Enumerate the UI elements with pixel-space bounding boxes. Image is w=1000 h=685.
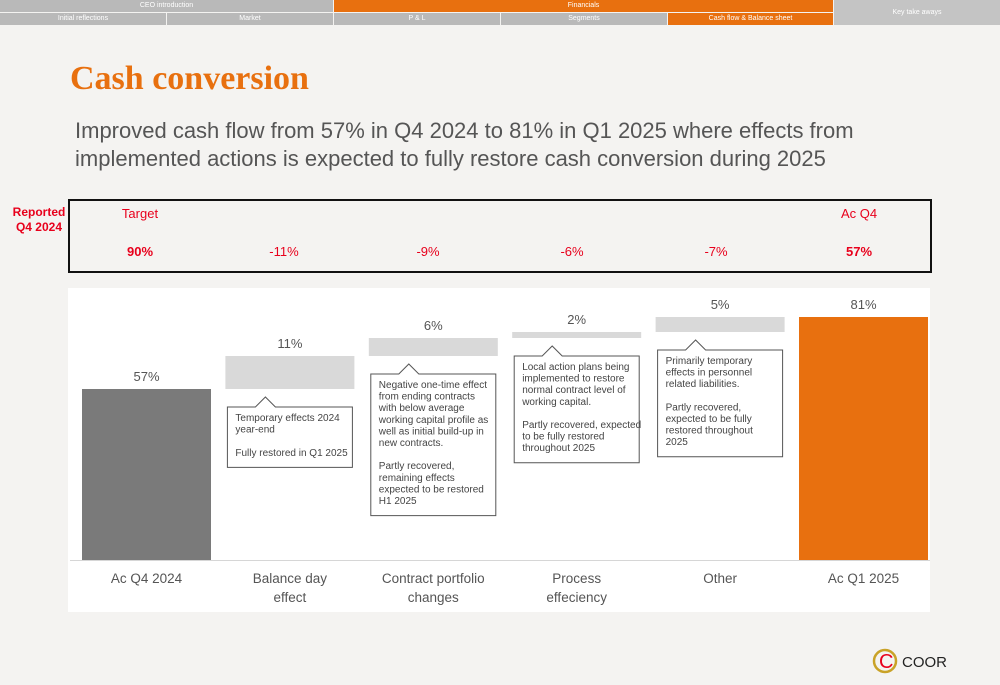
- annotation-text-3: Local action plans being implemented to r…: [521, 362, 641, 454]
- svg-text:C: C: [879, 651, 893, 673]
- chart-panel: [68, 288, 930, 612]
- category-label-2: Contract portfolio changes: [382, 571, 485, 605]
- comparison-box: [68, 199, 932, 273]
- comparison-value-other: -7%: [704, 244, 728, 259]
- logo-text: COOR: [902, 654, 947, 671]
- nav-segments[interactable]: Segments: [501, 12, 668, 25]
- nav-p-and-l[interactable]: P & L: [334, 12, 501, 25]
- comparison-value-contract-portfolio: -9%: [416, 244, 440, 259]
- category-label-4: Other: [703, 571, 737, 586]
- nav-ceo-introduction[interactable]: CEO introduction: [0, 0, 334, 12]
- annotation-box-4: [657, 339, 784, 458]
- annotation-box-1: [226, 396, 353, 468]
- annotation-text-1: Temporary effects 2024 year-end Fully res…: [235, 413, 348, 459]
- comparison-value-target: 90%: [126, 244, 154, 259]
- page-title: Cash conversion: [70, 60, 309, 97]
- data-label-2: 6%: [424, 318, 443, 333]
- bar-3: [512, 332, 642, 338]
- reported-label: Reported Q4 2024: [12, 205, 66, 234]
- bar-5: [799, 317, 928, 560]
- data-label-0: 57%: [133, 369, 159, 384]
- bar-2: [368, 338, 498, 356]
- annotation-box-3: [513, 345, 640, 464]
- category-label-0: Ac Q4 2024: [111, 571, 183, 586]
- data-label-3: 2%: [567, 312, 586, 327]
- target-label: Target: [121, 206, 159, 221]
- bar-0: [82, 389, 211, 560]
- category-label-1: Balance day effect: [253, 571, 328, 605]
- annotation-box-2: [370, 363, 497, 517]
- category-label-3: Process effeciency: [546, 571, 607, 605]
- bar-1: [225, 356, 355, 389]
- comparison-value-balance-day: -11%: [269, 244, 299, 259]
- comparison-value-ac-q4: 57%: [845, 244, 873, 259]
- data-label-1: 11%: [277, 336, 302, 351]
- bar-4: [655, 317, 785, 332]
- ac-q4-label: Ac Q4: [840, 206, 878, 221]
- data-label-5: 81%: [850, 297, 876, 312]
- page-subtitle: Improved cash flow from 57% in Q4 2024 t…: [75, 118, 854, 171]
- annotation-text-2: Negative one-time effect from ending cont…: [378, 380, 489, 507]
- nav-cash-flow-balance-sheet[interactable]: Cash flow & Balance sheet: [668, 12, 834, 25]
- nav-key-take-aways[interactable]: Key take aways: [834, 0, 1000, 25]
- data-label-4: 5%: [711, 297, 730, 312]
- top-navigation: CEO introduction Financials Key take awa…: [0, 0, 1000, 25]
- nav-initial-reflections[interactable]: Initial reflections: [0, 12, 167, 25]
- nav-financials[interactable]: Financials: [334, 0, 834, 12]
- comparison-value-process: -6%: [560, 244, 584, 259]
- coor-logo: C COOR: [872, 648, 947, 674]
- category-label-5: Ac Q1 2025: [828, 571, 899, 586]
- nav-market[interactable]: Market: [167, 12, 334, 25]
- annotation-text-4: Primarily temporary effects in personnel r…: [666, 356, 754, 448]
